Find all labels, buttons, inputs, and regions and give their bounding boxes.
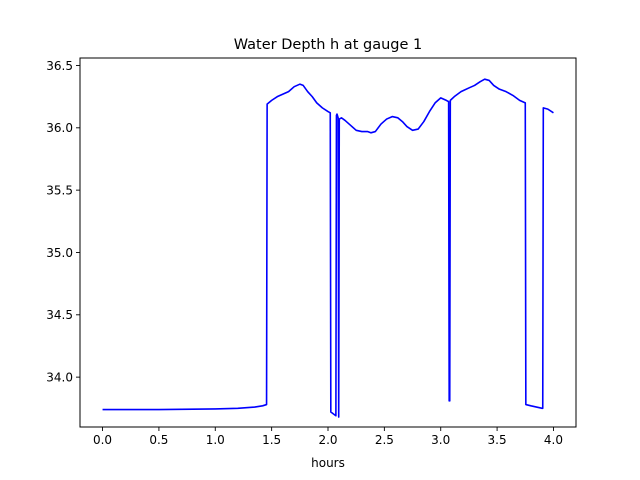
x-tick-label: 0.0: [93, 433, 112, 447]
y-axis: 34.0 34.5 35.0 35.5 36.0 36.5: [46, 59, 80, 384]
plot-area: [80, 58, 576, 427]
series-line-water-depth: [102, 78, 554, 418]
x-tick-label: 3.0: [431, 433, 450, 447]
x-tick-label: 2.5: [375, 433, 394, 447]
y-tick-label: 36.0: [46, 121, 73, 135]
y-tick-label: 34.0: [46, 370, 73, 384]
x-axis: 0.0 0.5 1.0 1.5 2.0 2.5 3.0 3.5 4.0: [93, 427, 563, 447]
y-tick-label: 35.0: [46, 246, 73, 260]
x-axis-label: hours: [311, 456, 345, 470]
x-tick-label: 2.0: [318, 433, 337, 447]
x-tick-label: 3.5: [488, 433, 507, 447]
x-tick-label: 4.0: [544, 433, 563, 447]
x-tick-label: 1.5: [262, 433, 281, 447]
x-tick-label: 0.5: [149, 433, 168, 447]
y-tick-label: 36.5: [46, 59, 73, 73]
chart-title: Water Depth h at gauge 1: [234, 37, 422, 53]
y-tick-label: 35.5: [46, 183, 73, 197]
plot-frame: [79, 57, 577, 428]
y-tick-label: 34.5: [46, 308, 73, 322]
x-tick-label: 1.0: [206, 433, 225, 447]
